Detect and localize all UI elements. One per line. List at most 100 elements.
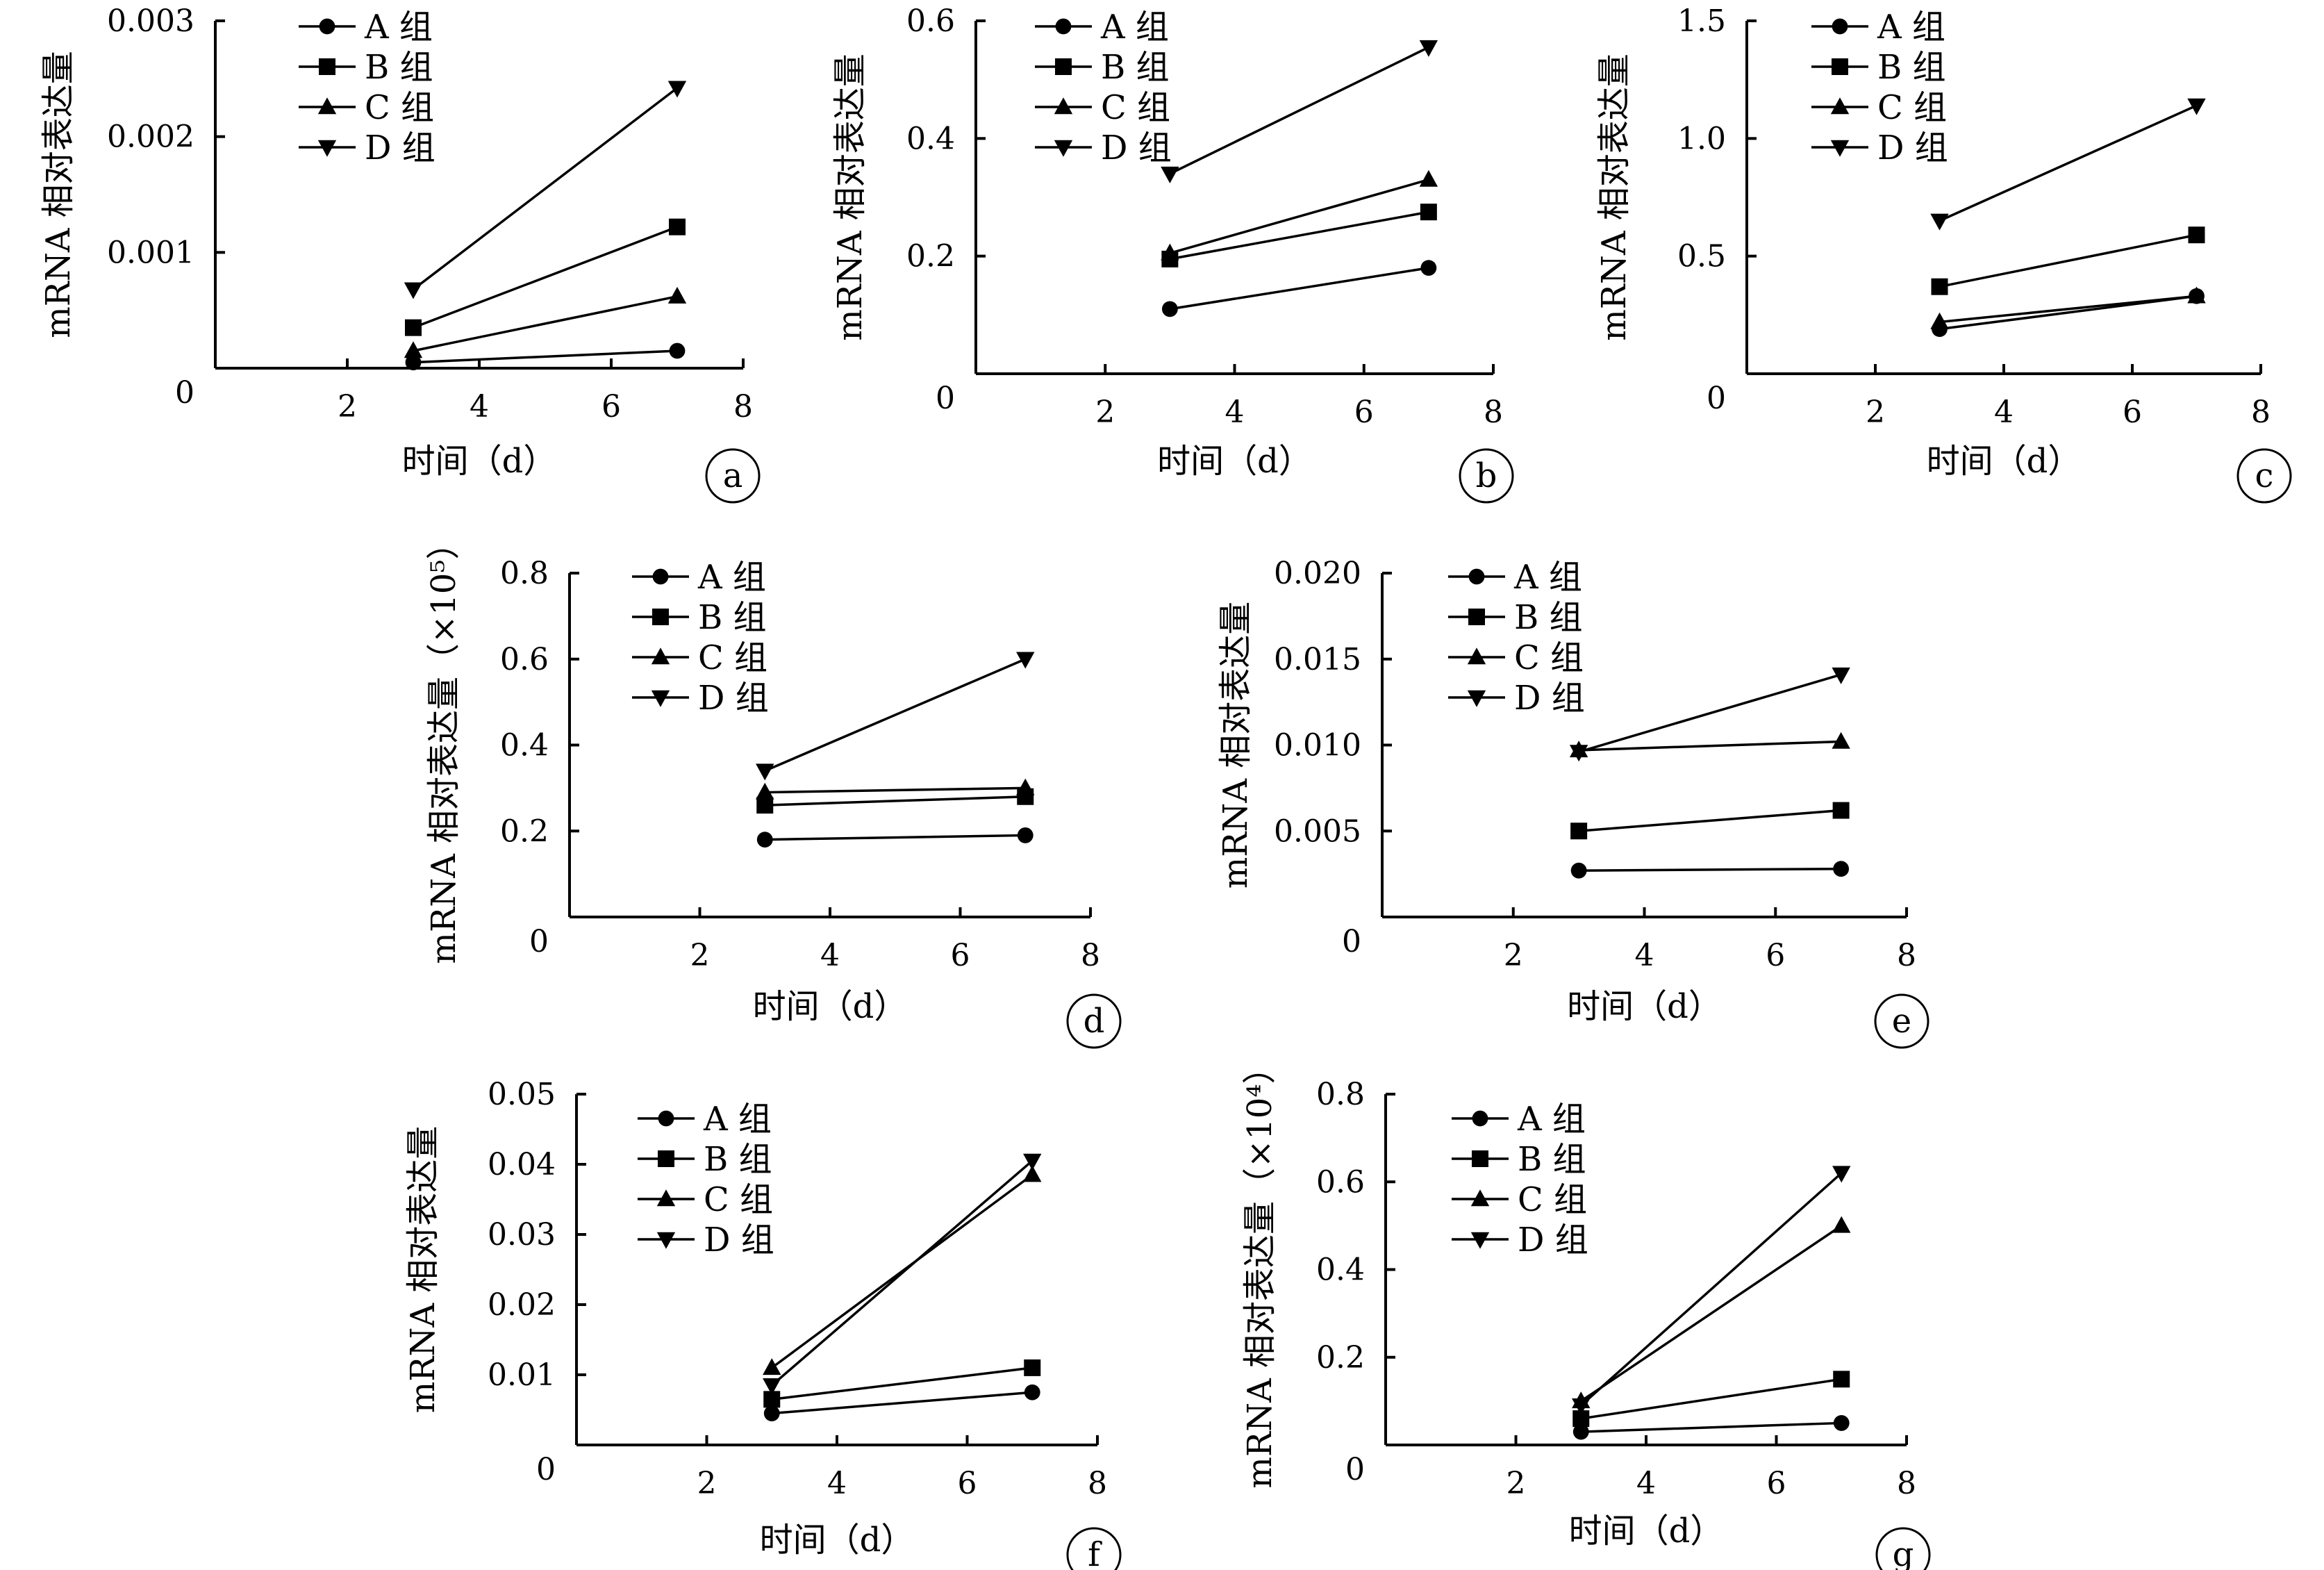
y-tick-label: 0.2 xyxy=(906,239,955,274)
series-line-2 xyxy=(772,1366,1033,1401)
y-tick-label: 0.6 xyxy=(500,642,549,677)
x-tick-label: 4 xyxy=(470,389,489,424)
x-tick-label: 2 xyxy=(1095,395,1115,430)
origin-label: 0 xyxy=(175,375,194,411)
panel-badge-letter: b xyxy=(1476,456,1497,495)
series-line-4 xyxy=(1580,1172,1843,1407)
data-point-marker xyxy=(1832,1166,1851,1183)
data-point-marker xyxy=(2187,286,2206,304)
series-line-1 xyxy=(1581,1421,1842,1433)
chart-panel-e: 0.005 0.010 0.015 0.020 2 4 6 8 0 时间（d） mRNA 相对表达量… xyxy=(1216,556,1929,1049)
legend-label: A 组 xyxy=(1513,558,1582,597)
legend-marker xyxy=(1467,690,1486,707)
legend-label: D 组 xyxy=(365,129,435,167)
y-tick-label: 1.0 xyxy=(1677,121,1726,156)
series-line-2 xyxy=(765,795,1026,807)
legend-marker xyxy=(1054,97,1073,115)
legend-label: A 组 xyxy=(1517,1100,1586,1139)
y-tick-label: 0.4 xyxy=(906,121,955,156)
legend-label: D 组 xyxy=(1101,129,1172,167)
data-point-marker xyxy=(1016,778,1035,795)
x-tick-label: 2 xyxy=(1507,1466,1526,1501)
legend-label: D 组 xyxy=(1877,129,1948,167)
series-line-1 xyxy=(772,1391,1033,1415)
x-tick-label: 4 xyxy=(1636,1466,1656,1501)
x-tick-label: 2 xyxy=(690,938,710,973)
legend-marker xyxy=(319,18,335,35)
data-point-marker xyxy=(404,341,423,358)
data-point-marker xyxy=(1023,1153,1042,1171)
y-tick-label: 0.8 xyxy=(1316,1077,1365,1112)
data-point-marker xyxy=(1024,1359,1041,1376)
y-axis-title: mRNA 相对表达量（×10⁴） xyxy=(1240,1050,1279,1488)
data-point-marker xyxy=(1832,802,1850,819)
legend-label: A 组 xyxy=(1100,8,1169,47)
data-point-marker xyxy=(763,1378,781,1395)
legend-label: C 组 xyxy=(704,1180,773,1219)
legend-label: B 组 xyxy=(704,1140,772,1179)
data-point-marker xyxy=(405,319,422,336)
legend-marker xyxy=(1055,58,1072,75)
data-point-marker xyxy=(763,1358,781,1375)
legend-label: C 组 xyxy=(365,88,434,127)
series-line-3 xyxy=(413,295,678,352)
x-axis-title: 时间（d） xyxy=(1157,442,1312,481)
data-point-marker xyxy=(669,218,686,236)
y-axis-title: mRNA 相对表达量 xyxy=(39,51,78,338)
data-point-marker xyxy=(756,832,773,848)
legend-label: C 组 xyxy=(1518,1180,1587,1219)
legend-marker xyxy=(1470,1189,1490,1207)
x-tick-label: 2 xyxy=(1504,938,1523,973)
x-tick-label: 4 xyxy=(820,938,840,973)
x-tick-label: 8 xyxy=(1081,938,1100,973)
panel-badge-circle xyxy=(1066,993,1122,1049)
legend-label: B 组 xyxy=(1518,1140,1586,1179)
legend-marker xyxy=(319,58,335,75)
chart-panel-b: 0.2 0.4 0.6 2 4 6 8 0 时间（d） mRNA 相对表达量 A 组B 组C 组D … xyxy=(831,3,1514,504)
y-tick-label: 0.4 xyxy=(1316,1253,1365,1288)
legend-marker xyxy=(1055,18,1072,35)
data-point-marker xyxy=(1833,1415,1850,1431)
data-point-marker xyxy=(2187,98,2206,115)
origin-label: 0 xyxy=(1345,1452,1365,1487)
series-line-2 xyxy=(1939,233,2197,288)
series-line-4 xyxy=(771,1159,1034,1387)
panel-badge-circle xyxy=(705,448,761,504)
x-tick-label: 2 xyxy=(697,1466,717,1501)
x-axis-title: 时间（d） xyxy=(402,442,557,481)
x-tick-label: 8 xyxy=(733,389,753,424)
y-axis-title: mRNA 相对表达量 xyxy=(831,53,870,341)
x-tick-label: 8 xyxy=(1897,1466,1916,1501)
legend-marker xyxy=(1830,97,1850,115)
data-point-marker xyxy=(1016,652,1035,669)
y-tick-label: 0.2 xyxy=(1316,1340,1365,1375)
legend-label: C 组 xyxy=(698,638,767,677)
data-point-marker xyxy=(1572,1423,1589,1440)
data-point-marker xyxy=(669,342,686,359)
x-tick-label: 6 xyxy=(951,938,970,973)
data-point-marker xyxy=(667,286,687,304)
data-point-marker xyxy=(2188,226,2205,244)
data-point-marker xyxy=(1024,1384,1040,1400)
legend-marker xyxy=(1832,18,1848,35)
x-tick-label: 6 xyxy=(1767,1466,1786,1501)
y-tick-label: 0.05 xyxy=(488,1077,556,1112)
legend-marker xyxy=(652,609,669,625)
legend-marker xyxy=(656,1189,676,1207)
x-tick-label: 2 xyxy=(1866,395,1885,430)
y-tick-label: 0.001 xyxy=(107,235,194,270)
chart-panel-f: 0.01 0.02 0.03 0.04 0.05 2 4 6 8 0 时间（d） mRNA 相对表达量… xyxy=(404,1077,1122,1570)
data-point-marker xyxy=(1931,278,1948,295)
series-line-3 xyxy=(1579,740,1841,752)
series-line-2 xyxy=(413,226,678,329)
series-line-2 xyxy=(1580,1378,1842,1420)
data-point-marker xyxy=(1419,40,1438,57)
legend-label: A 组 xyxy=(697,558,766,597)
legend-marker xyxy=(1054,140,1073,157)
legend-marker xyxy=(651,690,670,707)
legend-marker xyxy=(1468,609,1485,625)
legend-label: B 组 xyxy=(1101,48,1170,87)
x-tick-label: 8 xyxy=(1897,938,1916,973)
x-tick-label: 4 xyxy=(1635,938,1654,973)
legend-marker xyxy=(1830,140,1850,157)
